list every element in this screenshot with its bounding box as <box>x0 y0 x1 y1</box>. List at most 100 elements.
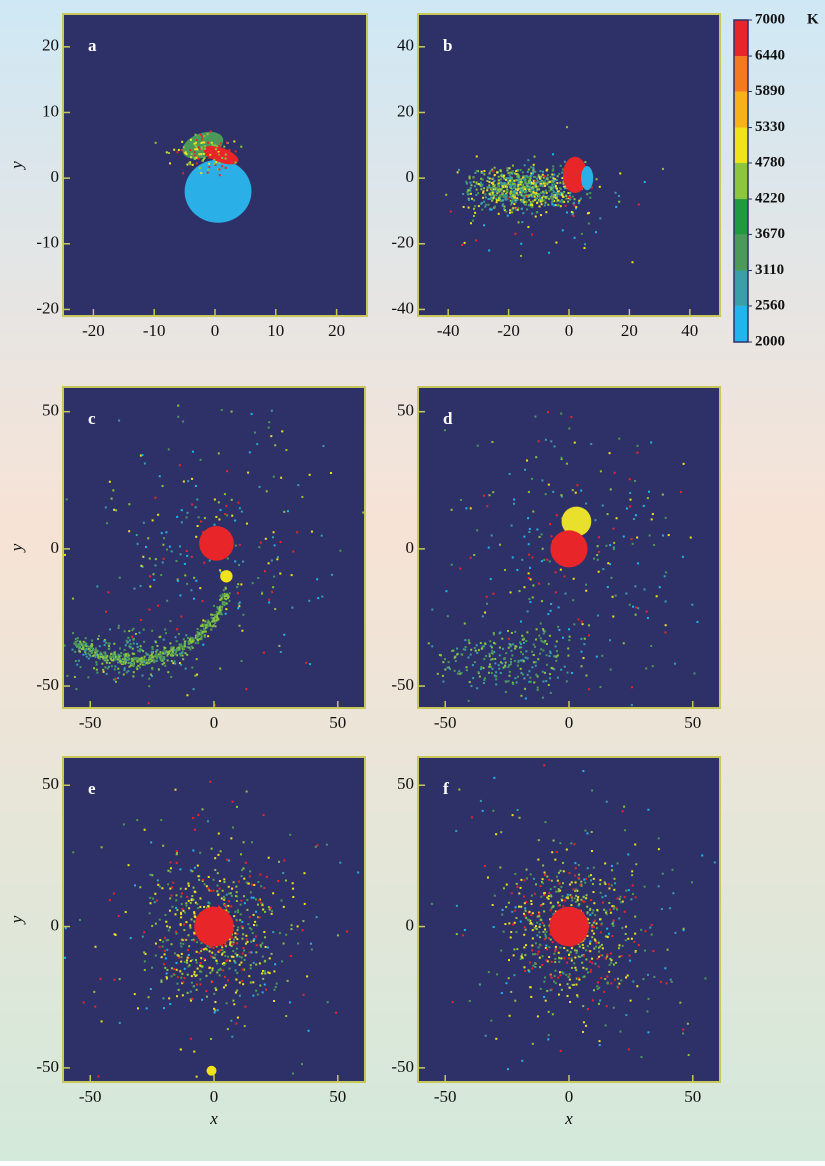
particle <box>188 638 191 641</box>
particle <box>143 655 146 658</box>
particle <box>543 894 546 897</box>
particle <box>554 186 557 189</box>
particle <box>438 653 441 656</box>
particle <box>669 907 672 910</box>
particle <box>535 883 538 886</box>
colorbar-segment <box>734 127 748 163</box>
particle <box>177 148 180 151</box>
particle <box>76 644 79 647</box>
y-tick-label: 20 <box>42 36 59 55</box>
particle <box>164 632 167 635</box>
particle <box>518 816 521 819</box>
particle <box>517 183 520 186</box>
particle <box>591 936 594 939</box>
particle <box>248 916 251 919</box>
particle <box>515 882 518 885</box>
particle <box>321 595 324 598</box>
particle <box>528 527 531 530</box>
particle <box>542 629 545 632</box>
particle <box>180 952 183 955</box>
particle <box>161 945 164 948</box>
particle <box>574 949 577 952</box>
particle <box>532 187 535 190</box>
particle <box>176 982 179 985</box>
particle <box>143 663 146 666</box>
particle <box>529 676 532 679</box>
particle <box>525 195 528 198</box>
particle <box>565 973 568 976</box>
particle <box>701 854 704 857</box>
particle <box>622 642 625 645</box>
particle <box>261 591 264 594</box>
particle <box>570 947 573 950</box>
particle <box>234 150 237 153</box>
particle <box>77 645 80 648</box>
particle <box>568 628 571 631</box>
particle <box>513 659 516 662</box>
particle <box>254 920 257 923</box>
particle <box>646 1010 649 1013</box>
particle <box>669 978 672 981</box>
particle <box>541 882 544 885</box>
blob <box>561 506 592 537</box>
particle <box>162 963 165 966</box>
particle <box>362 511 365 514</box>
particle <box>182 420 185 423</box>
particle <box>529 578 532 581</box>
y-tick-label: 0 <box>51 538 60 557</box>
particle <box>587 624 590 627</box>
particle <box>504 198 507 201</box>
particle <box>184 151 187 154</box>
particle <box>575 983 578 986</box>
particle <box>617 194 620 197</box>
particle <box>145 653 148 656</box>
particle <box>524 179 527 182</box>
particle <box>180 615 183 618</box>
particle <box>577 896 580 899</box>
particle <box>531 596 534 599</box>
particle <box>526 185 529 188</box>
particle <box>150 651 153 654</box>
particle <box>176 515 179 518</box>
particle <box>113 642 116 645</box>
particle <box>189 959 192 962</box>
particle <box>237 926 240 929</box>
particle <box>502 199 505 202</box>
particle <box>84 637 87 640</box>
particle <box>546 183 549 186</box>
particle <box>560 668 563 671</box>
particle <box>589 196 592 199</box>
particle <box>586 832 589 835</box>
particle <box>244 1005 247 1008</box>
particle <box>530 995 533 998</box>
particle <box>272 931 275 934</box>
particle <box>488 180 491 183</box>
particle <box>246 940 249 943</box>
particle <box>520 180 523 183</box>
particle <box>541 921 544 924</box>
particle <box>228 900 231 903</box>
particle <box>546 663 549 666</box>
particle <box>532 170 535 173</box>
particle <box>216 890 219 893</box>
particle <box>528 194 531 197</box>
particle <box>145 658 148 661</box>
particle <box>203 145 206 148</box>
particle <box>488 249 491 252</box>
particle <box>141 663 144 666</box>
particle <box>501 191 504 194</box>
particle <box>514 677 517 680</box>
particle <box>486 505 489 508</box>
particle <box>534 645 537 648</box>
particle <box>220 598 223 601</box>
particle <box>521 207 524 210</box>
particle <box>163 537 166 540</box>
particle <box>544 873 547 876</box>
particle <box>629 959 632 962</box>
particle <box>189 648 192 651</box>
particle <box>472 207 475 210</box>
particle <box>184 887 187 890</box>
particle <box>613 978 616 981</box>
particle <box>523 933 526 936</box>
particle <box>272 586 275 589</box>
